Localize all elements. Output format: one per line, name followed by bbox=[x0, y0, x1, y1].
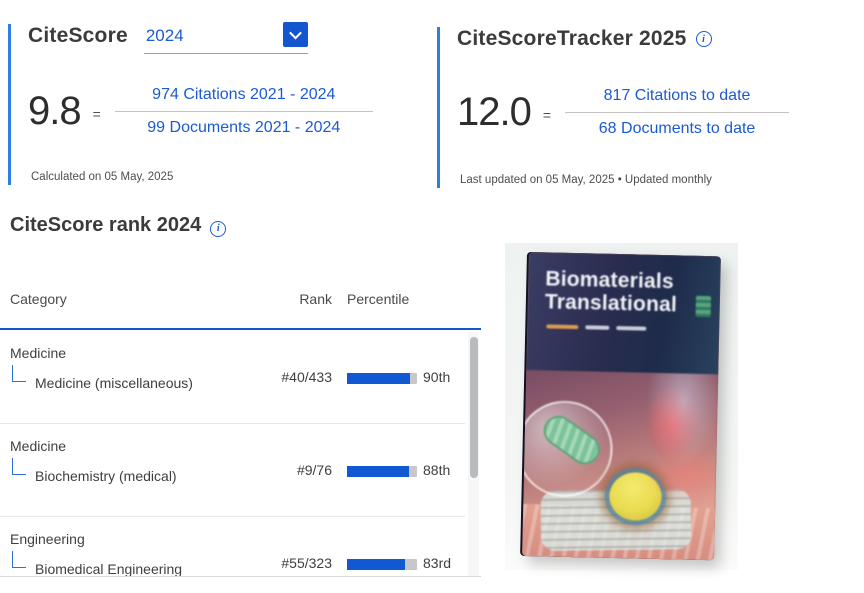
percentile-bar-fill bbox=[347, 373, 410, 384]
fraction-divider bbox=[114, 111, 373, 112]
rank-title: CiteScore rank 2024 bbox=[10, 214, 202, 236]
rank-table-scroll-area: Medicine Medicine (miscellaneous) #40/43… bbox=[0, 331, 481, 577]
citescore-formula: 9.8 = 974 Citations 2021 - 2024 99 Docum… bbox=[28, 86, 408, 137]
percentile-bar bbox=[347, 559, 417, 570]
citations-link[interactable]: 974 Citations 2021 - 2024 bbox=[152, 86, 336, 103]
tracker-formula: 12.0 = 817 Citations to date 68 Document… bbox=[457, 87, 857, 138]
citations-to-date-link[interactable]: 817 Citations to date bbox=[603, 87, 751, 104]
scrollbar-thumb[interactable] bbox=[469, 337, 478, 478]
percentile-bar bbox=[347, 466, 417, 477]
citescore-footnote: Calculated on 05 May, 2025 bbox=[31, 171, 174, 183]
parent-category-label: Medicine bbox=[10, 438, 67, 454]
equals-sign: = bbox=[92, 105, 101, 122]
percentile-bar bbox=[347, 373, 417, 384]
subcategory-label: Biochemistry (medical) bbox=[35, 468, 177, 484]
rank-value: #9/76 bbox=[296, 462, 332, 478]
citescore-fraction: 974 Citations 2021 - 2024 99 Documents 2… bbox=[114, 86, 373, 137]
percentile-label: 88th bbox=[423, 462, 451, 478]
citescore-card: CiteScore 2024 9.8 = 974 Citations 2021 … bbox=[8, 22, 408, 185]
percentile-bar-fill bbox=[347, 466, 409, 477]
citescore-title: CiteScore bbox=[28, 24, 128, 47]
table-row: Medicine Biochemistry (medical) #9/76 88… bbox=[0, 424, 465, 517]
tracker-fraction: 817 Citations to date 68 Documents to da… bbox=[565, 87, 790, 138]
subcategory-label: Medicine (miscellaneous) bbox=[35, 375, 193, 391]
journal-title-line2: Translational bbox=[544, 290, 678, 317]
issue-segment bbox=[546, 324, 579, 330]
equals-sign: = bbox=[542, 106, 552, 123]
tracker-value: 12.0 bbox=[457, 90, 532, 134]
journal-title: Biomaterials Translational bbox=[545, 267, 678, 316]
issue-segment bbox=[585, 325, 610, 330]
documents-link[interactable]: 99 Documents 2021 - 2024 bbox=[147, 119, 341, 136]
table-row: Medicine Medicine (miscellaneous) #40/43… bbox=[0, 331, 465, 424]
rank-value: #40/433 bbox=[281, 369, 332, 385]
citescoretracker-card: CiteScoreTracker 2025 i 12.0 = 817 Citat… bbox=[437, 27, 857, 188]
table-row: Engineering Biomedical Engineering #55/3… bbox=[0, 517, 465, 577]
parent-category-label: Engineering bbox=[10, 531, 85, 547]
journal-cover-book: Biomaterials Translational bbox=[522, 252, 721, 561]
percentile-label: 83rd bbox=[423, 555, 452, 571]
column-header-percentile: Percentile bbox=[347, 291, 410, 307]
tree-elbow-icon bbox=[12, 458, 26, 475]
citescore-year-select[interactable]: 2024 bbox=[143, 22, 308, 54]
table-header-rule bbox=[0, 328, 481, 330]
column-header-category: Category bbox=[10, 291, 67, 307]
issue-segment bbox=[616, 326, 647, 331]
citescore-value: 9.8 bbox=[28, 89, 82, 133]
parent-category-label: Medicine bbox=[10, 345, 67, 361]
percentile-label: 90th bbox=[423, 369, 451, 385]
percentile-bar-fill bbox=[347, 559, 406, 570]
tracker-title: CiteScoreTracker 2025 bbox=[457, 27, 687, 50]
fraction-divider bbox=[565, 112, 790, 113]
rank-section-header: CiteScore rank 2024 i bbox=[10, 214, 227, 237]
column-header-rank: Rank bbox=[299, 291, 332, 307]
scrollbar-track[interactable] bbox=[468, 332, 479, 576]
journal-title-line1: Biomaterials bbox=[545, 267, 675, 294]
rank-value: #55/323 bbox=[281, 555, 332, 571]
citescore-year-value[interactable]: 2024 bbox=[145, 26, 184, 45]
year-dropdown-button[interactable] bbox=[282, 22, 308, 47]
journal-cover-image: Biomaterials Translational bbox=[505, 243, 738, 570]
info-icon[interactable]: i bbox=[210, 220, 227, 237]
documents-to-date-link[interactable]: 68 Documents to date bbox=[598, 120, 756, 137]
tree-elbow-icon bbox=[12, 551, 26, 568]
subcategory-label: Biomedical Engineering bbox=[35, 561, 183, 577]
info-icon[interactable]: i bbox=[695, 31, 712, 47]
tracker-footnote: Last updated on 05 May, 2025 • Updated m… bbox=[460, 174, 712, 186]
tree-elbow-icon bbox=[12, 365, 26, 382]
chevron-down-icon bbox=[288, 26, 302, 40]
publisher-logo-icon bbox=[695, 295, 712, 318]
